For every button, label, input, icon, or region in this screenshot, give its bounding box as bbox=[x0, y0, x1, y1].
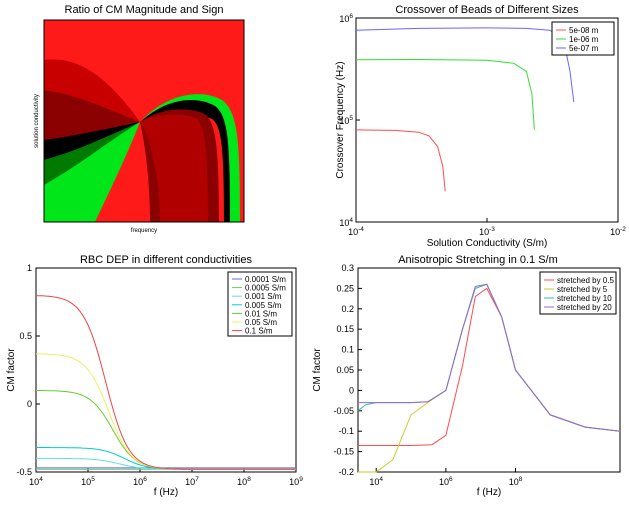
stretch-ytick-label: 0.2 bbox=[341, 304, 354, 314]
rbc-ytick-label: 0.5 bbox=[19, 331, 32, 341]
crossover-xtick-label: 10-4 bbox=[348, 226, 364, 237]
crossover-ytick-label: 105 bbox=[339, 115, 353, 126]
crossover-xtick-label: 10-2 bbox=[610, 226, 626, 237]
rbc-title: RBC DEP in different conductivities bbox=[80, 254, 253, 266]
rbc-legend: 0.0001 S/m0.0005 S/m0.001 S/m0.005 S/m0.… bbox=[227, 271, 293, 337]
rbc-legend-label: 0.0001 S/m bbox=[245, 275, 286, 284]
rbc-xtick-label: 108 bbox=[237, 476, 251, 487]
rbc-series-line bbox=[35, 295, 296, 470]
heatmap-inner-mid-red bbox=[140, 114, 208, 222]
heatmap-region-green bbox=[44, 122, 140, 222]
heatmap-frame bbox=[43, 19, 245, 223]
rbc-legend-label: 0.005 S/m bbox=[245, 301, 282, 310]
stretch-ytick-label: -0.05 bbox=[333, 406, 354, 416]
rbc-legend-label: 0.0005 S/m bbox=[245, 284, 286, 293]
crossover-legend-box bbox=[551, 21, 615, 56]
rbc-xtick-label: 109 bbox=[289, 476, 303, 487]
rbc-legend-box bbox=[227, 271, 293, 337]
stretch-ytick-label: 0.3 bbox=[341, 263, 354, 273]
stretch-ytick-label: 0 bbox=[349, 385, 354, 395]
heatmap-xlabel: frequency bbox=[131, 228, 157, 234]
stretch-ytick-label: -0.1 bbox=[338, 426, 354, 436]
rbc-ytick-label: -0.5 bbox=[16, 467, 32, 477]
stretch-ytick-label: -0.2 bbox=[338, 467, 354, 477]
crossover-legend-label: 5e-08 m bbox=[569, 26, 599, 35]
crossover-legend: 5e-08 m1e-06 m5e-07 m bbox=[551, 21, 615, 56]
stretch-xtick-label: 106 bbox=[439, 476, 453, 487]
stretch-series-line bbox=[358, 283, 621, 432]
crossover-ytick-label: 106 bbox=[339, 13, 353, 24]
stretch-xtick-label: 108 bbox=[509, 476, 523, 487]
stretch-legend-label: stretched by 0.5 bbox=[557, 276, 614, 285]
stretch-ylabel: CM factor bbox=[312, 348, 323, 392]
rbc-ylabel: CM factor bbox=[6, 348, 17, 392]
stretch-title: Anisotropic Stretching in 0.1 S/m bbox=[398, 254, 558, 266]
stretch-ytick-label: 0.15 bbox=[336, 324, 354, 334]
heatmap-band-green bbox=[140, 94, 240, 222]
stretch-legend-label: stretched by 10 bbox=[557, 294, 612, 303]
crossover-panel: Crossover of Beads of Different Sizes 10… bbox=[335, 4, 626, 249]
rbc-legend-label: 0.05 S/m bbox=[245, 318, 277, 327]
crossover-ytick-label: 104 bbox=[339, 217, 353, 228]
rbc-ytick-label: 1 bbox=[27, 263, 32, 273]
rbc-xtick-label: 104 bbox=[29, 476, 43, 487]
stretch-legend-label: stretched by 5 bbox=[557, 285, 608, 294]
stretch-legend-box bbox=[539, 271, 617, 315]
stretch-ytick-label: -0.15 bbox=[333, 447, 354, 457]
rbc-xtick-label: 106 bbox=[133, 476, 147, 487]
stretch-ytick-label: 0.05 bbox=[336, 365, 354, 375]
rbc-legend-label: 0.1 S/m bbox=[245, 327, 273, 336]
crossover-series-line bbox=[355, 58, 535, 130]
rbc-ytick-label: 0 bbox=[27, 399, 32, 409]
heatmap-ylabel: solution conductivity bbox=[34, 94, 40, 148]
heatmap-region-dark-red bbox=[44, 90, 140, 150]
stretch-ytick-label: 0.25 bbox=[336, 283, 354, 293]
crossover-ylabel: Crossover Frequency (Hz) bbox=[335, 61, 346, 178]
crossover-title: Crossover of Beads of Different Sizes bbox=[395, 4, 579, 16]
heatmap-panel: Ratio of CM Magnitude and Sign frequency… bbox=[34, 4, 245, 234]
crossover-legend-label: 5e-07 m bbox=[569, 44, 599, 53]
crossover-xlabel: Solution Conductivity (S/m) bbox=[427, 238, 548, 249]
rbc-legend-label: 0.01 S/m bbox=[245, 309, 277, 318]
stretch-xtick-label: 104 bbox=[369, 476, 383, 487]
rbc-panel: RBC DEP in different conductivities 104 1… bbox=[6, 254, 303, 498]
heatmap-title: Ratio of CM Magnitude and Sign bbox=[65, 4, 224, 16]
stretch-panel: Anisotropic Stretching in 0.1 S/m 104 106… bbox=[312, 254, 621, 498]
rbc-xlabel: f (Hz) bbox=[154, 487, 178, 498]
heatmap-region-upper-dark bbox=[44, 59, 140, 122]
rbc-legend-label: 0.001 S/m bbox=[245, 292, 282, 301]
crossover-legend-label: 1e-06 m bbox=[569, 35, 599, 44]
crossover-xtick-label: 10-3 bbox=[479, 226, 495, 237]
rbc-xtick-label: 105 bbox=[81, 476, 95, 487]
rbc-xtick-label: 107 bbox=[185, 476, 199, 487]
stretch-legend-label: stretched by 20 bbox=[557, 303, 612, 312]
crossover-series-line bbox=[355, 129, 446, 192]
crossover-series-line bbox=[355, 27, 575, 103]
stretch-ytick-label: 0.1 bbox=[341, 345, 354, 355]
stretch-xlabel: f (Hz) bbox=[477, 487, 501, 498]
